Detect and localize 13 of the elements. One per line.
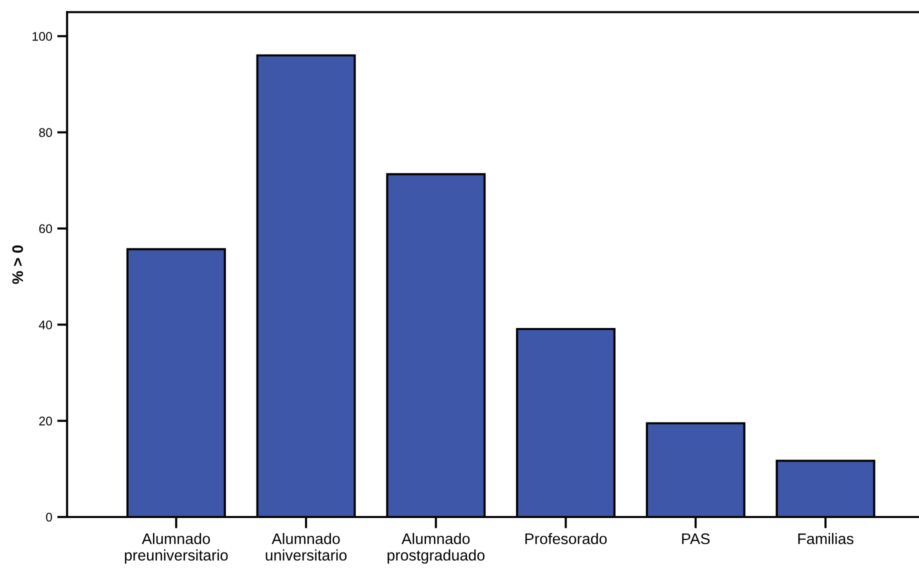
x-tick-label: Alumnado prostgraduado [388, 532, 485, 564]
y-tick-label: 60 [39, 224, 52, 234]
y-tick-label: 100 [32, 32, 52, 41]
y-axis-title: % > 0 [12, 245, 24, 284]
x-tick-label: Alumnado universitario [266, 532, 347, 561]
y-tick-label: 0 [46, 512, 52, 522]
x-tick-label: Alumnado preuniversitario [124, 532, 228, 564]
x-tick-label: Familias [798, 532, 854, 544]
x-tick-label: PAS [682, 533, 710, 544]
y-tick-label: 20 [39, 416, 52, 426]
x-tick-label: Profesorado [525, 532, 607, 544]
y-tick-label: 40 [38, 320, 52, 330]
y-tick-label: 80 [39, 128, 52, 137]
